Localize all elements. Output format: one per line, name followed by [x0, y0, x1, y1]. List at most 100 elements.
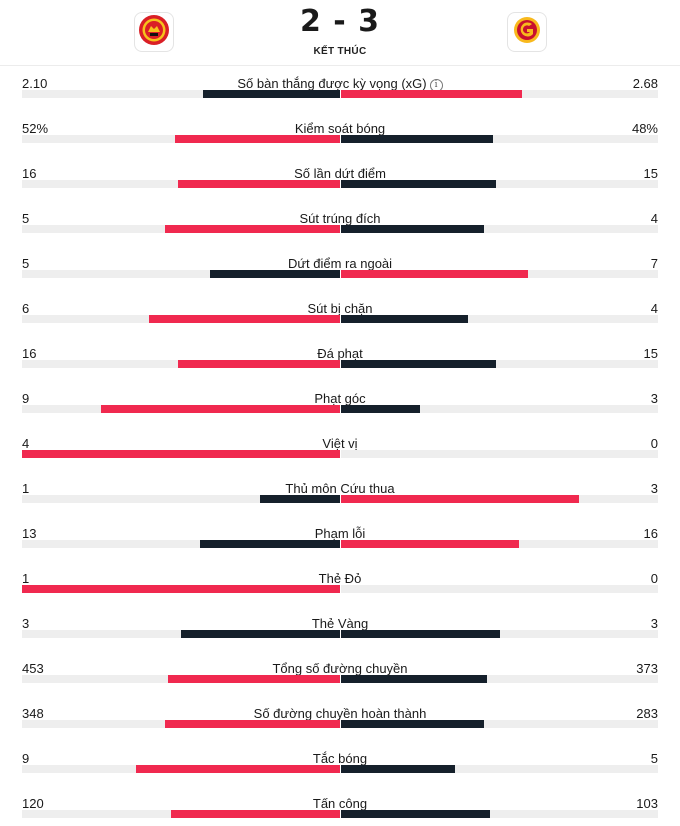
stat-row: 1 Thủ môn Cứu thua 3 [0, 481, 680, 526]
away-stat-track [341, 270, 658, 278]
stat-name: Thẻ Đỏ [0, 571, 680, 586]
away-stat-value: 0 [650, 571, 658, 586]
away-stat-bar [341, 360, 496, 368]
match-status: KẾT THÚC [313, 46, 367, 57]
stat-label: Thẻ Vàng [311, 616, 369, 631]
stat-row: 3 Thẻ Vàng 3 [0, 616, 680, 661]
home-stat-bar [175, 135, 340, 143]
stat-label: Số bàn thắng được kỳ vọng (xG) [237, 76, 427, 91]
home-stat-bar [203, 90, 340, 98]
home-stat-track [22, 315, 340, 323]
home-stat-value: 348 [22, 706, 44, 721]
stat-row: 52% Kiểm soát bóng 48% [0, 121, 680, 166]
away-stat-value: 3 [650, 616, 658, 631]
manchester-united-crest-icon [138, 14, 170, 51]
home-team-crest[interactable] [134, 12, 174, 52]
away-stat-bar [341, 720, 484, 728]
home-stat-bar [165, 720, 340, 728]
away-stat-value: 283 [636, 706, 658, 721]
home-stat-track [22, 675, 340, 683]
away-stat-bar [341, 180, 496, 188]
stat-label: Kiểm soát bóng [294, 121, 386, 136]
home-stat-bar [22, 450, 340, 458]
away-stat-bar [341, 495, 579, 503]
home-score: 2 [299, 4, 322, 39]
away-stat-value: 4 [650, 301, 658, 316]
home-stat-value: 9 [22, 751, 30, 766]
stat-name: Thẻ Vàng [0, 616, 680, 631]
home-stat-bar [136, 765, 340, 773]
away-stat-bar [341, 630, 500, 638]
home-stat-bar [210, 270, 340, 278]
stat-label: Dứt điểm ra ngoài [287, 256, 393, 271]
away-stat-value: 4 [650, 211, 658, 226]
home-stat-track [22, 180, 340, 188]
home-stat-bar [181, 630, 340, 638]
away-stat-value: 0 [650, 436, 658, 451]
away-stat-track [341, 540, 658, 548]
away-stat-track [341, 360, 658, 368]
home-stat-value: 16 [22, 346, 37, 361]
stat-name: Phạm lỗi [0, 526, 680, 541]
stat-label: Số lần dứt điểm [294, 166, 386, 181]
home-stat-value: 1 [22, 571, 30, 586]
stat-name: Số lần dứt điểm [0, 166, 680, 181]
stat-row: 4 Việt vị 0 [0, 436, 680, 481]
away-stat-bar [341, 135, 493, 143]
home-stat-track [22, 495, 340, 503]
home-stat-value: 5 [22, 256, 30, 271]
stat-label: Việt vị [322, 436, 358, 451]
stat-name: Kiểm soát bóng [0, 121, 680, 136]
home-stat-value: 120 [22, 796, 44, 811]
stat-label: Sút bị chặn [307, 301, 373, 316]
away-team-crest[interactable] [507, 12, 547, 52]
stat-name: Tắc bóng [0, 751, 680, 766]
stat-label: Phạm lỗi [314, 526, 366, 541]
home-stat-bar [260, 495, 340, 503]
home-stat-track [22, 90, 340, 98]
away-stat-value: 373 [636, 661, 658, 676]
stat-label: Tổng số đường chuyền [272, 661, 408, 676]
home-stat-bar [165, 225, 340, 233]
stat-row: 5 Sút trúng đích 4 [0, 211, 680, 256]
away-stat-track [341, 720, 658, 728]
stat-name: Dứt điểm ra ngoài [0, 256, 680, 271]
home-stat-track [22, 720, 340, 728]
stat-name: Thủ môn Cứu thua [0, 481, 680, 496]
stat-label: Phạt góc [314, 391, 366, 406]
away-stat-bar [341, 540, 519, 548]
away-stat-value: 3 [650, 481, 658, 496]
away-stat-bar [341, 270, 528, 278]
away-stat-bar [341, 765, 455, 773]
away-stat-bar [341, 90, 522, 98]
home-stat-track [22, 585, 340, 593]
away-stat-track [341, 585, 658, 593]
home-stat-value: 13 [22, 526, 37, 541]
stat-row: 16 Đá phạt 15 [0, 346, 680, 391]
stat-label: Đá phạt [317, 346, 363, 361]
away-stat-track [341, 675, 658, 683]
stat-row: 453 Tổng số đường chuyền 373 [0, 661, 680, 706]
away-stat-track [341, 630, 658, 638]
away-stat-value: 103 [636, 796, 658, 811]
stat-name: Số đường chuyền hoàn thành [0, 706, 680, 721]
home-stat-track [22, 810, 340, 818]
stat-label: Thẻ Đỏ [318, 571, 362, 586]
away-stat-track [341, 180, 658, 188]
galatasaray-crest-icon [512, 15, 542, 50]
home-stat-value: 16 [22, 166, 37, 181]
stat-name: Tấn công [0, 796, 680, 811]
stat-row: 1 Thẻ Đỏ 0 [0, 571, 680, 616]
stat-name: Việt vị [0, 436, 680, 451]
home-stat-value: 2.10 [22, 76, 48, 91]
home-stat-value: 52% [22, 121, 49, 136]
stat-row: 5 Dứt điểm ra ngoài 7 [0, 256, 680, 301]
away-stat-value: 5 [650, 751, 658, 766]
stat-row: 348 Số đường chuyền hoàn thành 283 [0, 706, 680, 751]
home-stat-value: 4 [22, 436, 30, 451]
away-stat-bar [341, 675, 487, 683]
match-score: 2 - 3 [0, 4, 680, 39]
stat-row: 6 Sút bị chặn 4 [0, 301, 680, 346]
home-stat-bar [149, 315, 340, 323]
home-stat-value: 5 [22, 211, 30, 226]
